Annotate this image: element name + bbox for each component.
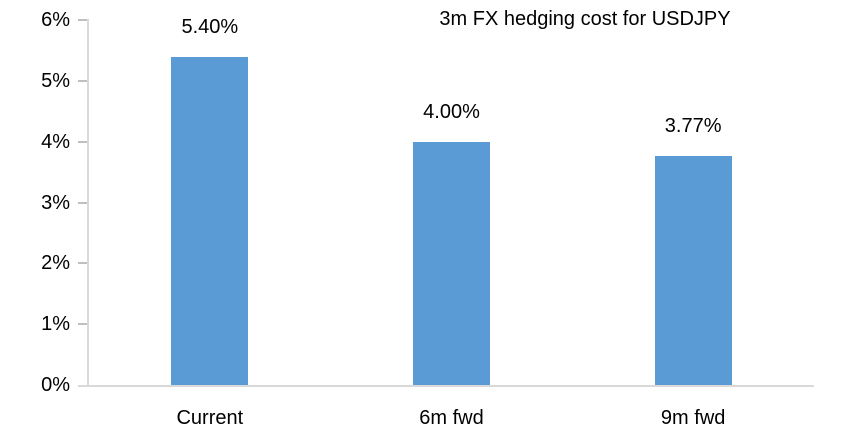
y-tick-label: 0%: [41, 374, 70, 396]
bar-9m-fwd: [654, 155, 732, 385]
bar-current: [171, 56, 249, 385]
y-axis-line: [87, 19, 89, 387]
y-tick-mark: [78, 79, 87, 82]
y-tick-mark: [78, 262, 87, 265]
y-tick-label: 3%: [41, 191, 70, 214]
y-tick-mark: [78, 140, 87, 143]
bar-value-label: 3.77%: [664, 114, 722, 137]
y-tick-label: 2%: [41, 252, 70, 275]
y-tick-mark: [78, 19, 87, 21]
x-category-label: 6m fwd: [419, 407, 484, 429]
x-category-label: Current: [176, 407, 244, 429]
bar-value-label: 5.40%: [181, 15, 239, 38]
chart-title: 3m FX hedging cost for USDJPY: [439, 8, 731, 30]
y-tick-label: 1%: [41, 313, 70, 336]
y-tick-label: 6%: [41, 9, 70, 31]
x-category-label: 9m fwd: [660, 407, 726, 429]
y-tick-label: 5%: [41, 69, 70, 92]
y-tick-label: 4%: [41, 130, 70, 153]
y-tick-mark: [78, 201, 87, 204]
bar-value-label: 4.00%: [423, 100, 480, 123]
bar-6m-fwd: [413, 141, 490, 385]
y-tick-mark: [78, 323, 87, 326]
x-axis-line: [78, 385, 814, 387]
